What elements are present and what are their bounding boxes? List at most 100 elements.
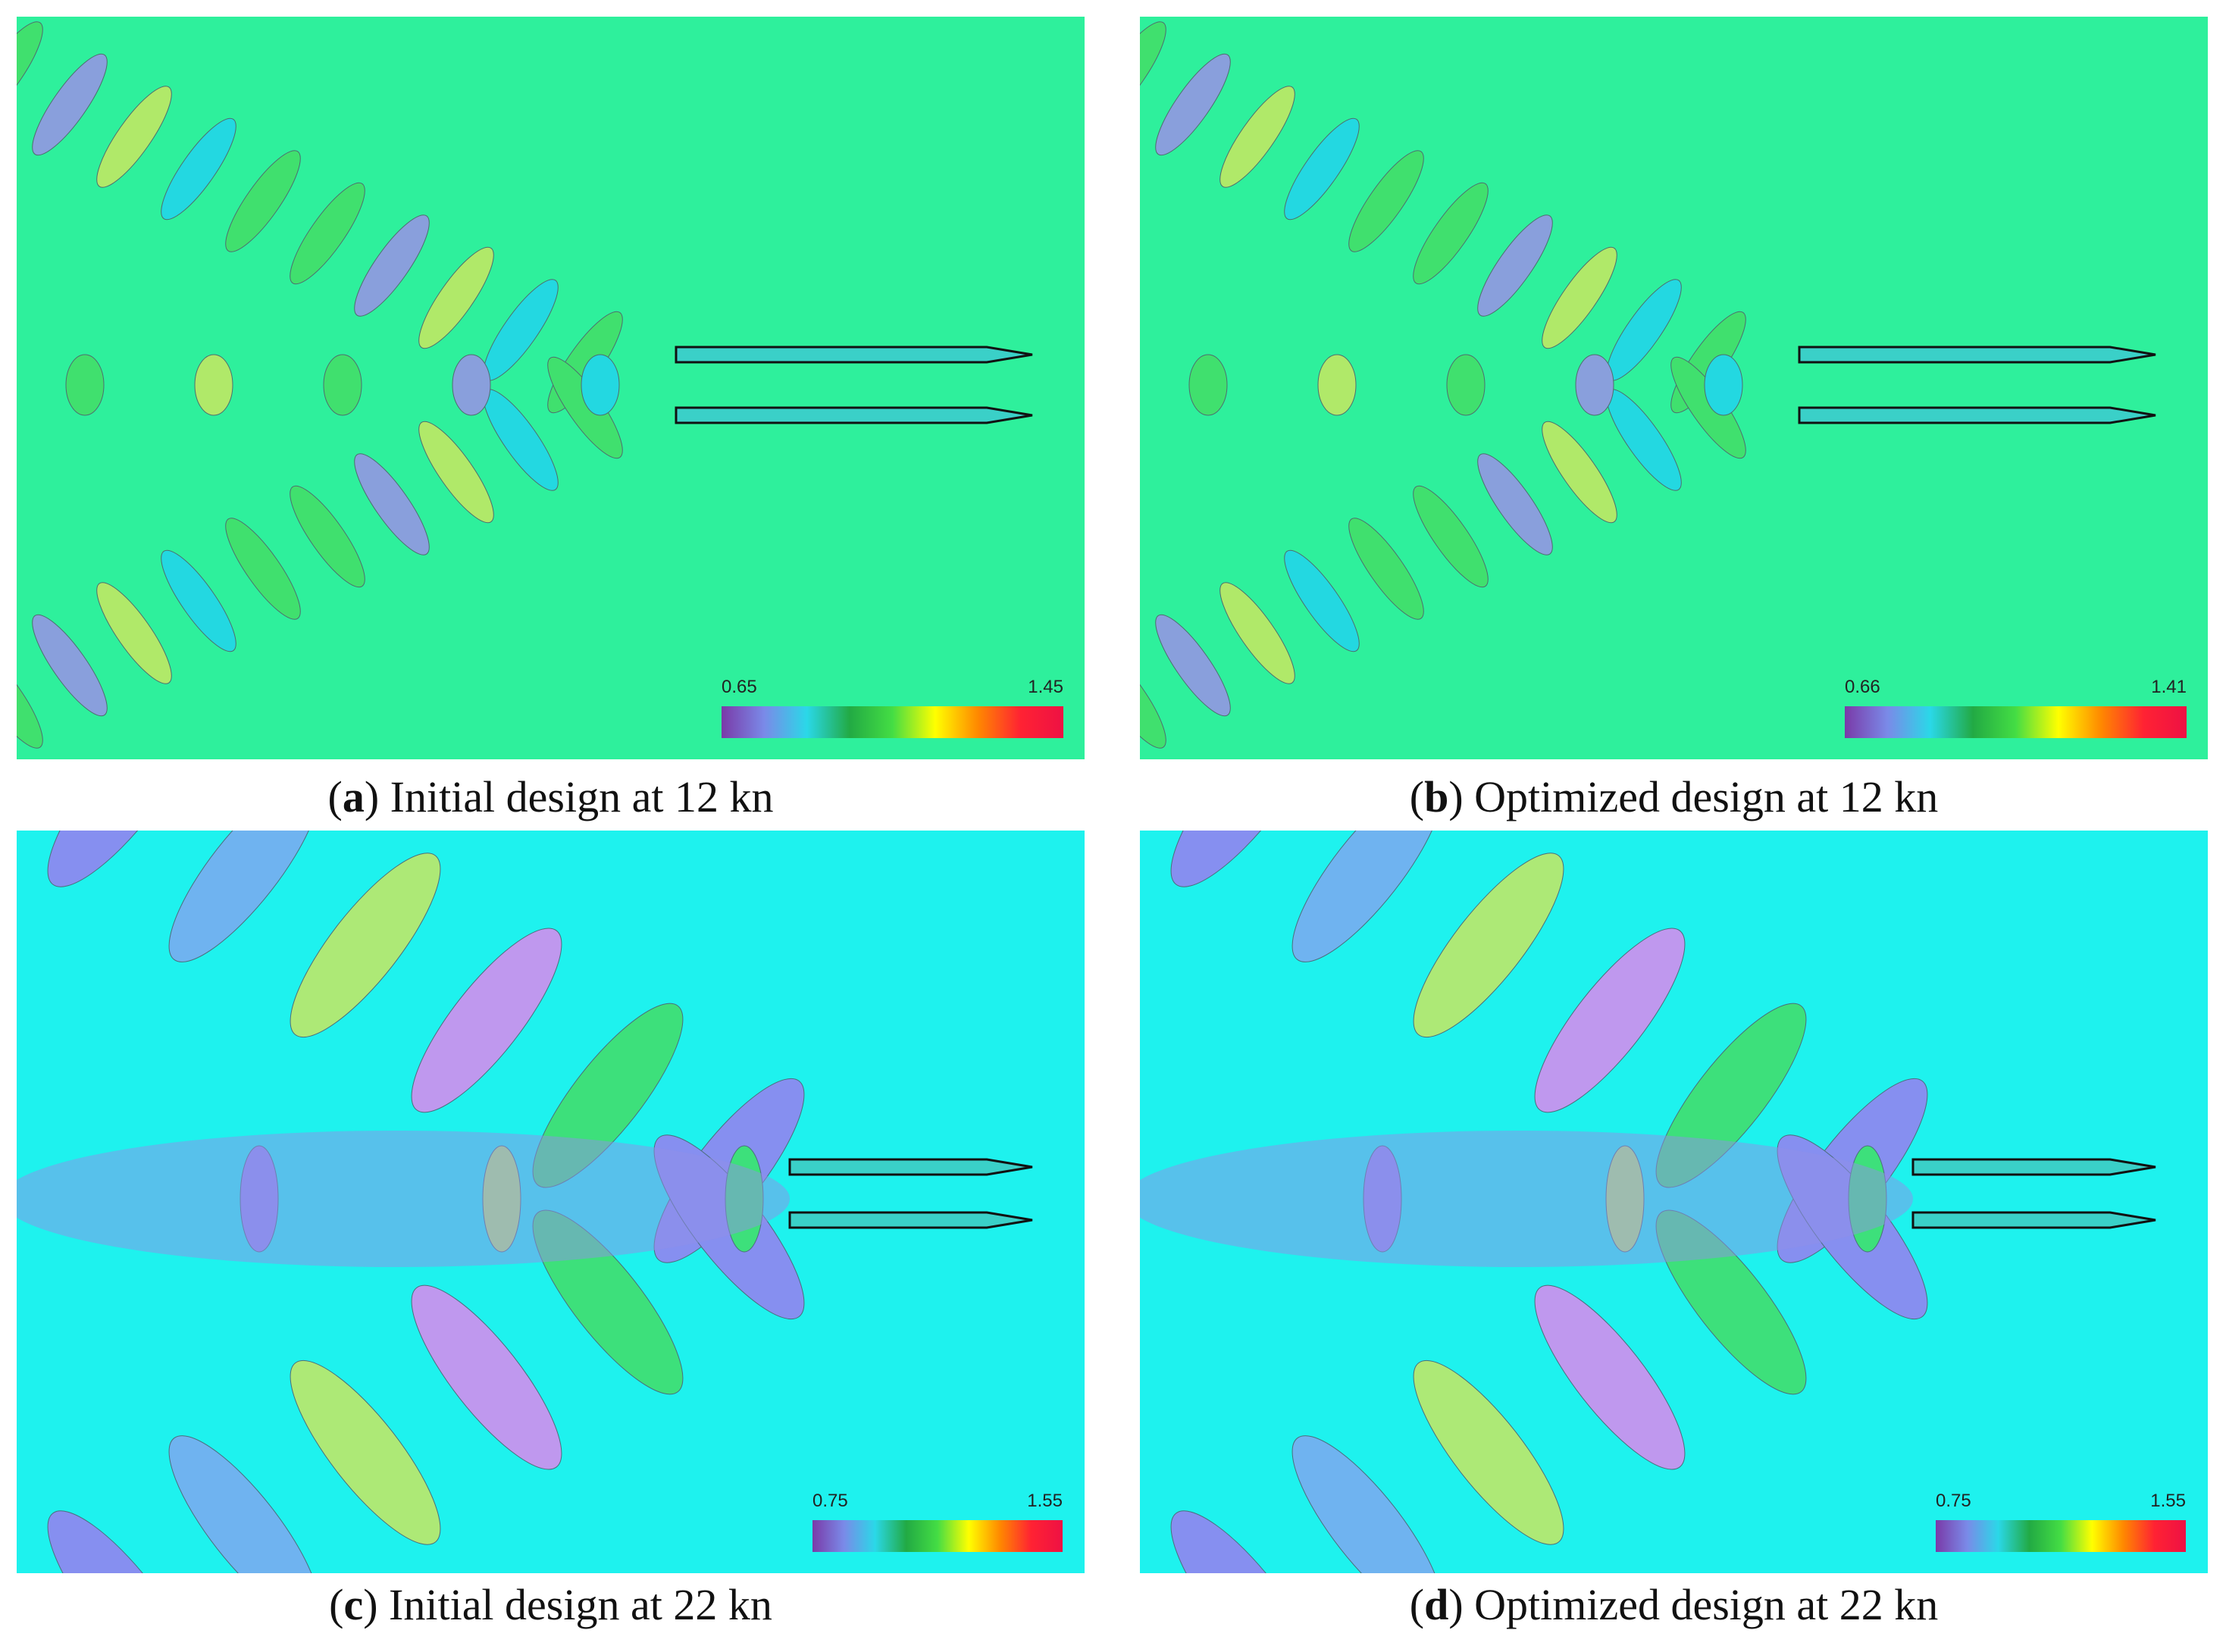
wake-band <box>1704 354 1743 416</box>
wave-crest <box>1413 182 1489 285</box>
caption: (d) Optimized design at 22 kn <box>1140 1579 2208 1630</box>
panel-letter: c <box>343 1580 364 1629</box>
colorbar-min: 0.65 <box>722 677 757 697</box>
hull <box>788 1211 1033 1229</box>
wave-crest <box>1155 53 1231 156</box>
contour-plot: 0.65 1.45 <box>17 17 1085 759</box>
wave-crest <box>1170 831 1322 887</box>
colorbar <box>1936 1520 2186 1552</box>
wave-crest <box>1542 421 1617 524</box>
hull <box>1798 406 2156 424</box>
background <box>1140 17 2208 759</box>
wave-crest <box>47 831 199 887</box>
paren: ( <box>329 1580 344 1629</box>
background <box>17 17 1085 759</box>
wake-band <box>1575 354 1614 416</box>
wake-core <box>17 1131 790 1267</box>
colorbar-max: 1.45 <box>1028 677 1063 697</box>
wake-band <box>1317 354 1357 416</box>
wave-crest <box>96 86 172 188</box>
wave-crest <box>418 246 494 349</box>
wave-crest <box>290 853 441 1038</box>
wave-crest <box>1155 614 1231 717</box>
colorbar-max: 1.55 <box>1027 1491 1063 1511</box>
wave-crest <box>1534 928 1686 1113</box>
panel-letter: b <box>1424 772 1449 821</box>
wave-crest <box>418 421 494 524</box>
wave-crest <box>17 21 43 124</box>
hull <box>1911 1211 2156 1229</box>
wave-crest <box>1413 853 1564 1038</box>
panel-letter: a <box>342 772 365 821</box>
wake-band <box>581 354 620 416</box>
colorbar <box>1845 706 2187 738</box>
paren: ( <box>1409 1580 1425 1629</box>
colorbar-min: 0.66 <box>1845 677 1880 697</box>
wake-band <box>1446 354 1486 416</box>
wave-crest <box>96 582 172 684</box>
wave-pattern <box>1140 21 1746 749</box>
caption: (a) Initial design at 12 kn <box>17 771 1085 822</box>
wave-crest <box>1477 453 1553 555</box>
wake-band <box>323 354 362 416</box>
caption-text: ) Optimized design at 22 kn <box>1448 1580 1939 1629</box>
wave-crest <box>1348 150 1424 252</box>
colorbar-max: 1.41 <box>2151 677 2187 697</box>
contour-plot: 0.66 1.41 <box>1140 17 2208 759</box>
wave-crest <box>1348 518 1424 620</box>
colorbar-min: 0.75 <box>812 1491 848 1511</box>
wave-crest <box>1291 831 1443 962</box>
caption: (c) Initial design at 22 kn <box>17 1579 1085 1630</box>
wake-band <box>452 354 491 416</box>
wave-crest <box>1219 86 1295 188</box>
caption-text: ) Initial design at 22 kn <box>363 1580 772 1629</box>
wake-band <box>1188 354 1228 416</box>
wave-crest <box>411 928 562 1113</box>
paren: ( <box>1409 772 1425 821</box>
panel-letter: d <box>1424 1580 1449 1629</box>
hull <box>675 346 1033 364</box>
wave-crest <box>1140 646 1166 749</box>
wave-crest <box>225 150 301 252</box>
wave-crest <box>161 549 236 652</box>
colorbar-max: 1.55 <box>2150 1491 2186 1511</box>
wake-band <box>65 354 105 416</box>
hull <box>675 406 1033 424</box>
contour-plot: 0.75 1.55 <box>17 831 1085 1573</box>
wave-crest <box>1413 485 1489 588</box>
wave-crest <box>1219 582 1295 684</box>
contour-plot: 0.75 1.55 <box>1140 831 2208 1573</box>
wave-crest <box>1413 1359 1564 1545</box>
wave-crest <box>1542 246 1617 349</box>
wave-crest <box>290 182 365 285</box>
hull <box>1911 1158 2156 1176</box>
wave-crest <box>17 646 43 749</box>
wave-crest <box>168 831 320 962</box>
wake-core <box>1140 1131 1913 1267</box>
wave-crest <box>47 1510 199 1573</box>
wave-crest <box>1534 1284 1686 1470</box>
wave-crest <box>1140 21 1166 124</box>
wave-crest <box>168 1435 320 1573</box>
wave-crest <box>225 518 301 620</box>
colorbar-min: 0.75 <box>1936 1491 1971 1511</box>
wave-crest <box>354 214 430 317</box>
caption-text: ) Optimized design at 12 kn <box>1448 772 1939 821</box>
wave-crest <box>32 614 108 717</box>
wave-crest <box>1284 117 1360 221</box>
wave-crest <box>1170 1510 1322 1573</box>
wake-band <box>194 354 233 416</box>
colorbar <box>722 706 1063 738</box>
wave-crest <box>290 1359 441 1545</box>
paren: ( <box>327 772 343 821</box>
wave-crest <box>411 1284 562 1470</box>
wave-pattern <box>17 21 623 749</box>
wave-crest <box>1291 1435 1443 1573</box>
colorbar <box>812 1520 1063 1552</box>
hull <box>788 1158 1033 1176</box>
wave-crest <box>1284 549 1360 652</box>
wave-crest <box>161 117 236 221</box>
caption: (b) Optimized design at 12 kn <box>1140 771 2208 822</box>
wave-crest <box>290 485 365 588</box>
